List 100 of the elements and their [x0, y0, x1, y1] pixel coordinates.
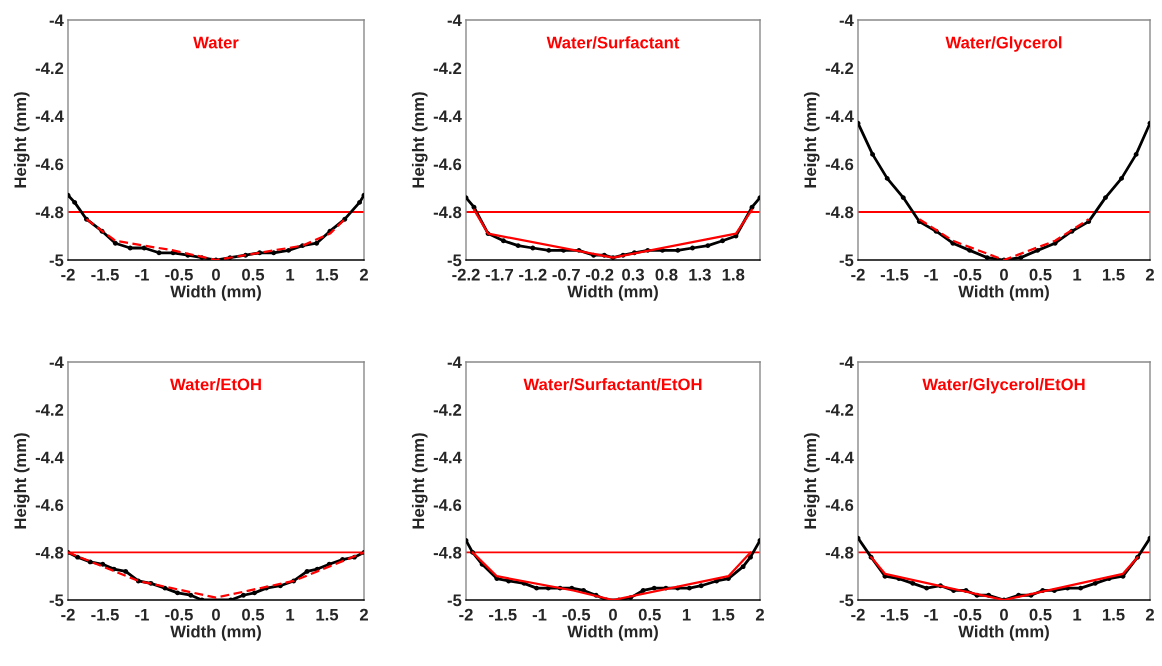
x-tick-label: 2 — [1145, 268, 1154, 281]
x-tick-label: -0.5 — [165, 608, 193, 621]
x-tick-label: 1 — [1073, 268, 1082, 281]
x-tick-label: 1.5 — [712, 608, 735, 621]
y-tick-label: -4 — [447, 14, 462, 27]
x-tick-label: 2 — [1145, 608, 1154, 621]
y-tick-label: -4.8 — [433, 546, 462, 559]
x-tick-label: -1 — [135, 608, 149, 621]
x-tick-label: -1.5 — [880, 268, 909, 281]
x-tick-label: -2.2 — [452, 268, 480, 281]
x-tick-label: -0.5 — [953, 608, 982, 621]
x-tick-label: -0.2 — [585, 268, 614, 281]
x-axis-title: Width (mm) — [170, 625, 261, 641]
y-tick-label: -4 — [49, 356, 64, 369]
x-tick-label: 1 — [286, 268, 295, 281]
x-tick-label: 1.5 — [316, 608, 339, 621]
y-tick-label: -4.8 — [433, 206, 462, 219]
x-tick-label: 0 — [212, 608, 220, 621]
y-tick-label: -5 — [447, 254, 462, 267]
y-tick-label: -4.6 — [35, 499, 64, 511]
y-tick-label: -4.6 — [433, 158, 462, 171]
x-tick-label: 0.3 — [622, 268, 645, 281]
y-tick-label: -4.4 — [35, 451, 64, 464]
x-tick-label: 1 — [1073, 608, 1082, 621]
x-tick-label: -0.5 — [562, 608, 591, 621]
x-tick-label: -0.5 — [953, 268, 982, 281]
y-tick-label: -4.4 — [35, 110, 64, 123]
y-tick-label: -4.4 — [433, 110, 462, 123]
y-tick-label: -4.8 — [825, 546, 854, 559]
y-tick-label: -4.6 — [433, 499, 462, 511]
y-tick-label: -5 — [447, 594, 462, 607]
x-tick-label: -1.5 — [91, 608, 119, 621]
x-tick-label: 0.8 — [655, 268, 678, 281]
text: Water/Surfactant/EtOH — [523, 378, 702, 391]
x-tick-label: 0 — [212, 268, 220, 281]
x-tick-label: 0.5 — [242, 268, 265, 281]
y-tick-label: -5 — [49, 254, 64, 267]
y-tick-label: -4.2 — [35, 404, 64, 416]
y-axis-title: Height (mm) — [411, 92, 428, 188]
x-tick-label: 1 — [286, 608, 295, 621]
x-tick-label: -2 — [851, 268, 865, 281]
text: Water/Glycerol — [945, 36, 1062, 52]
y-tick-label: -4.2 — [433, 62, 462, 75]
y-tick-label: -4.2 — [433, 404, 462, 416]
x-tick-label: 0.5 — [1029, 268, 1052, 281]
x-axis-title: Width (mm) — [958, 625, 1049, 641]
x-tick-label: 2 — [359, 268, 368, 281]
y-tick-label: -4.8 — [35, 546, 64, 559]
x-tick-label: 1.8 — [722, 268, 745, 281]
x-tick-label: -1.2 — [519, 268, 547, 281]
x-tick-label: 2 — [755, 608, 764, 621]
y-axis-title: Height (mm) — [411, 433, 428, 529]
x-tick-label: 0.5 — [638, 608, 661, 621]
y-tick-label: -5 — [49, 594, 64, 607]
x-tick-label: -1 — [924, 608, 938, 621]
y-tick-label: -4.2 — [825, 62, 854, 75]
y-tick-label: -4 — [839, 14, 854, 27]
y-tick-label: -4.8 — [825, 206, 854, 219]
y-tick-label: -5 — [839, 594, 854, 607]
x-tick-label: 2 — [359, 608, 368, 621]
y-axis-title: Height (mm) — [803, 433, 820, 529]
y-tick-label: -4 — [839, 356, 854, 369]
x-tick-label: 0 — [609, 608, 617, 621]
x-tick-label: -1.5 — [91, 268, 119, 281]
x-tick-label: -0.7 — [552, 268, 580, 281]
x-tick-label: 1.5 — [1102, 608, 1125, 621]
x-tick-label: -1.7 — [485, 268, 514, 281]
x-tick-label: 0.5 — [1029, 608, 1052, 621]
y-tick-label: -4 — [49, 14, 64, 27]
y-tick-label: -4.8 — [35, 206, 64, 219]
x-tick-label: -2 — [61, 608, 75, 621]
text: Water — [193, 36, 239, 49]
text: Water/Surfactant — [546, 36, 680, 49]
x-axis-title: Width (mm) — [958, 285, 1049, 301]
x-axis-title: Width (mm) — [170, 285, 261, 301]
y-tick-label: -5 — [839, 254, 854, 267]
x-tick-label: -1 — [924, 268, 938, 281]
x-tick-label: -1.5 — [880, 608, 909, 621]
y-tick-label: -4.4 — [825, 110, 854, 123]
x-tick-label: -2 — [61, 268, 75, 281]
x-axis-title: Width (mm) — [567, 285, 658, 301]
x-tick-label: -0.5 — [165, 268, 193, 281]
x-tick-label: -1 — [532, 608, 547, 621]
y-tick-label: -4 — [447, 356, 462, 369]
y-tick-label: -4.2 — [35, 62, 64, 75]
x-tick-label: -2 — [851, 608, 865, 621]
x-tick-label: 0 — [1000, 268, 1008, 281]
x-tick-label: -1 — [135, 268, 149, 281]
y-tick-label: -4.6 — [35, 158, 64, 171]
text: Water/Glycerol/EtOH — [922, 378, 1085, 394]
y-tick-label: -4.6 — [825, 499, 854, 511]
x-tick-label: -1.5 — [489, 608, 517, 621]
y-axis-title: Height (mm) — [13, 92, 30, 188]
y-axis-title: Height (mm) — [803, 92, 820, 188]
y-tick-label: -4.4 — [433, 451, 462, 464]
x-tick-label: 1.5 — [1102, 268, 1125, 281]
y-axis-title: Height (mm) — [13, 433, 30, 529]
x-tick-label: 0 — [1000, 608, 1008, 621]
x-tick-label: 1.3 — [689, 268, 711, 281]
text: Water/EtOH — [170, 378, 261, 391]
